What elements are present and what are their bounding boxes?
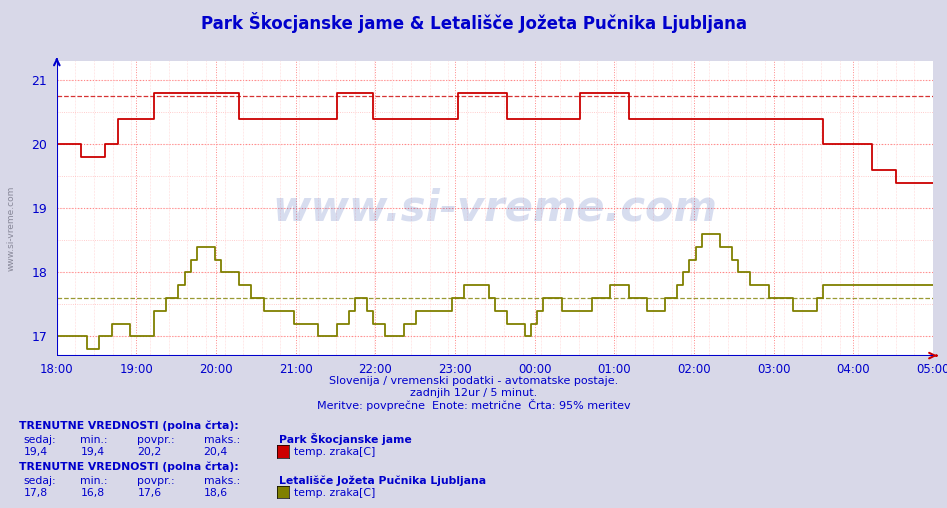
Text: min.:: min.: [80,435,108,445]
Text: sedaj:: sedaj: [24,435,56,445]
Text: Park Škocjanske jame & Letališče Jožeta Pučnika Ljubljana: Park Škocjanske jame & Letališče Jožeta … [201,12,746,34]
Text: povpr.:: povpr.: [137,475,175,486]
Text: sedaj:: sedaj: [24,475,56,486]
Text: 19,4: 19,4 [80,447,104,457]
Text: 19,4: 19,4 [24,447,47,457]
Text: 17,8: 17,8 [24,488,47,498]
Text: 20,4: 20,4 [204,447,228,457]
Text: 17,6: 17,6 [137,488,161,498]
Text: maks.:: maks.: [204,435,240,445]
Text: maks.:: maks.: [204,475,240,486]
Text: 18,6: 18,6 [204,488,227,498]
Text: temp. zraka[C]: temp. zraka[C] [294,488,375,498]
Text: 16,8: 16,8 [80,488,104,498]
Text: zadnjih 12ur / 5 minut.: zadnjih 12ur / 5 minut. [410,388,537,398]
Text: www.si-vreme.com: www.si-vreme.com [7,186,16,271]
Text: min.:: min.: [80,475,108,486]
Text: Slovenija / vremenski podatki - avtomatske postaje.: Slovenija / vremenski podatki - avtomats… [329,375,618,386]
Text: Meritve: povprečne  Enote: metrične  Črta: 95% meritev: Meritve: povprečne Enote: metrične Črta:… [316,399,631,411]
Text: Park Škocjanske jame: Park Škocjanske jame [279,433,412,445]
Text: 20,2: 20,2 [137,447,162,457]
Text: povpr.:: povpr.: [137,435,175,445]
Text: www.si-vreme.com: www.si-vreme.com [273,187,717,229]
Text: TRENUTNE VREDNOSTI (polna črta):: TRENUTNE VREDNOSTI (polna črta): [19,461,239,472]
Text: TRENUTNE VREDNOSTI (polna črta):: TRENUTNE VREDNOSTI (polna črta): [19,421,239,431]
Text: temp. zraka[C]: temp. zraka[C] [294,447,375,457]
Text: Letališče Jožeta Pučnika Ljubljana: Letališče Jožeta Pučnika Ljubljana [279,475,487,486]
